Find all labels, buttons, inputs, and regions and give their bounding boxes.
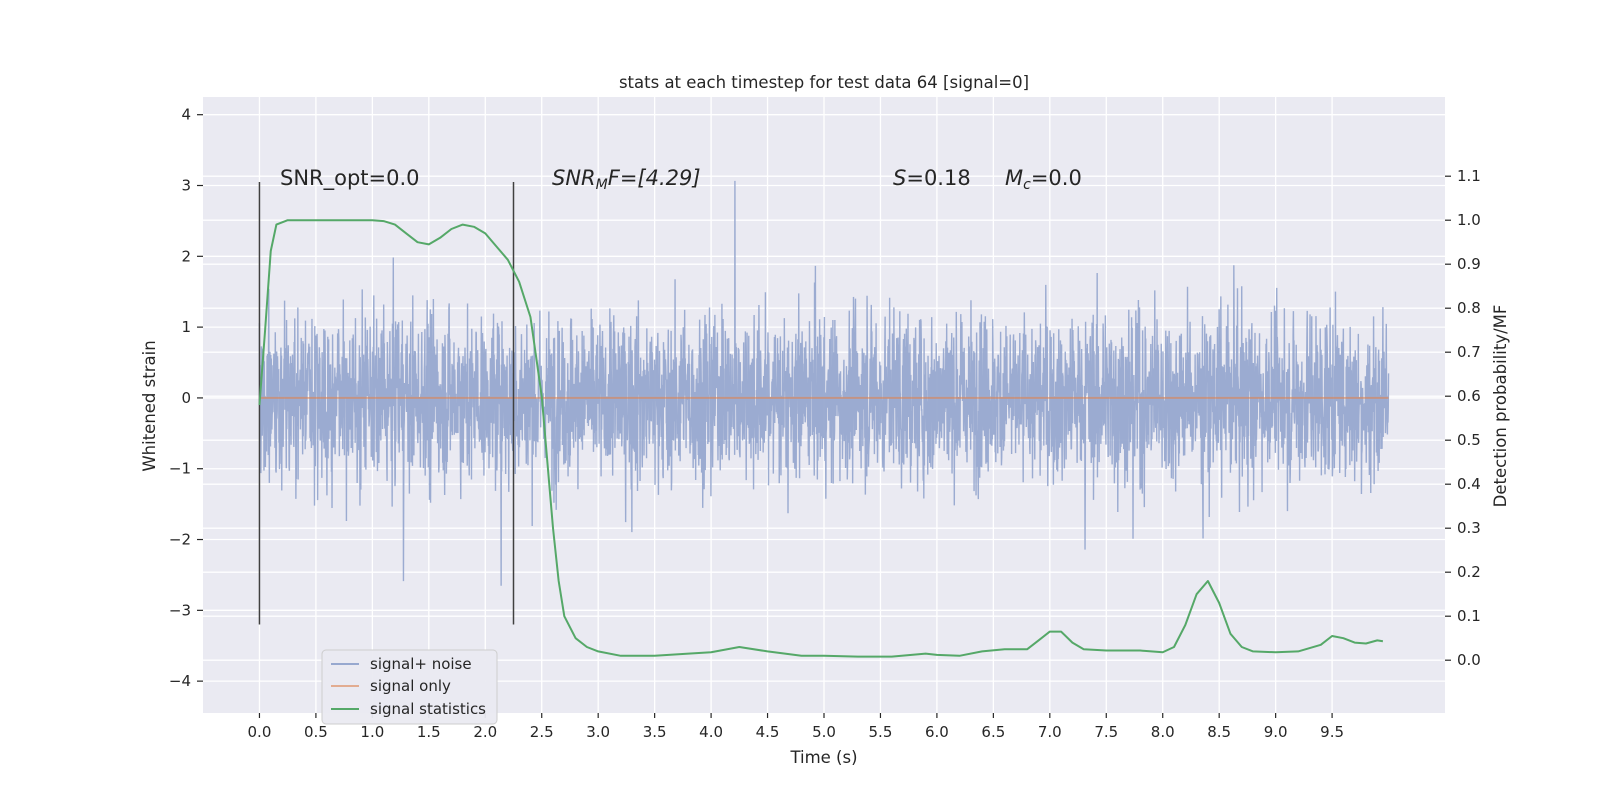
x-tick-label: 3.0: [586, 723, 610, 741]
x-tick-label: 5.0: [812, 723, 836, 741]
annotation-snr-mf-base: SNR: [552, 166, 596, 190]
annotation-snr-mf: SNRMF=[4.29]: [552, 166, 701, 193]
x-tick-label: 2.0: [473, 723, 497, 741]
y-tick-label: 2: [181, 247, 191, 265]
y2-tick-label: 0.5: [1457, 431, 1481, 449]
chart-title: stats at each timestep for test data 64 …: [619, 73, 1029, 92]
noise-trace: [258, 180, 1390, 586]
y2-tick-label: 0.7: [1457, 343, 1481, 361]
x-tick-label: 9.5: [1320, 723, 1344, 741]
annotation-mc-base: M: [1005, 166, 1023, 190]
x-axis-label: Time (s): [789, 748, 857, 767]
y2-tick-label: 0.2: [1457, 563, 1481, 581]
right-y-axis-ticks: 1.1 1.0 0.9 0.8 0.7 0.6 0.5 0.4 0.3 0.2 0.1 0.0: [1445, 167, 1481, 669]
annotation-s: S=0.18: [893, 166, 971, 190]
y2-tick-label: 1.0: [1457, 211, 1481, 229]
y2-tick-label: 0.1: [1457, 607, 1481, 625]
x-tick-label: 1.5: [417, 723, 441, 741]
left-y-axis-ticks: 4 3 2 1 0 −1 −2 −3 −4: [169, 106, 203, 690]
annotation-s-value: =0.18: [906, 166, 970, 190]
legend-label-noise: signal+ noise: [370, 655, 472, 673]
y2-tick-label: 0.6: [1457, 387, 1481, 405]
legend-label-statistics: signal statistics: [370, 700, 486, 718]
x-tick-label: 8.5: [1207, 723, 1231, 741]
right-y-axis-label: Detection probability/MF: [1491, 305, 1510, 508]
annotation-mc: Mc=0.0: [1005, 166, 1082, 193]
y-tick-label: −4: [169, 672, 191, 690]
x-tick-label: 4.0: [699, 723, 723, 741]
x-tick-label: 3.5: [643, 723, 667, 741]
annotation-snr-mf-rest: F=[4.29]: [608, 166, 701, 190]
y2-tick-label: 1.1: [1457, 167, 1481, 185]
x-tick-label: 0.5: [304, 723, 328, 741]
y-tick-label: 0: [181, 389, 191, 407]
x-tick-label: 7.5: [1094, 723, 1118, 741]
y2-tick-label: 0.8: [1457, 299, 1481, 317]
x-tick-label: 4.5: [756, 723, 780, 741]
x-tick-label: 2.5: [530, 723, 554, 741]
annotation-snr-opt: SNR_opt=0.0: [280, 166, 420, 191]
legend: signal+ noise signal only signal statist…: [321, 649, 498, 725]
y-tick-label: 4: [181, 106, 191, 124]
x-tick-label: 6.5: [981, 723, 1005, 741]
x-tick-label: 9.0: [1264, 723, 1288, 741]
statistics-line: [258, 219, 1384, 658]
legend-box: [321, 649, 498, 725]
x-tick-label: 6.0: [925, 723, 949, 741]
y2-tick-label: 0.3: [1457, 519, 1481, 537]
annotation-mc-sub: c: [1023, 177, 1031, 193]
y2-tick-label: 0.4: [1457, 475, 1481, 493]
annotation-s-symbol: S: [893, 166, 906, 190]
x-axis-ticks: 0.0 0.5 1.0 1.5 2.0 2.5 3.0 3.5 4.0 4.5 5.0 5.5 6.0 6…: [248, 713, 1344, 741]
y-tick-label: 3: [181, 177, 191, 195]
y-tick-label: −1: [169, 460, 191, 478]
annotation-mc-value: =0.0: [1031, 166, 1082, 190]
annotation-snr-mf-sub: M: [596, 177, 608, 193]
y-tick-label: −3: [169, 601, 191, 619]
x-tick-label: 0.0: [248, 723, 272, 741]
y-tick-label: 1: [181, 318, 191, 336]
x-tick-label: 1.0: [360, 723, 384, 741]
y2-tick-label: 0.9: [1457, 255, 1481, 273]
x-tick-label: 7.0: [1038, 723, 1062, 741]
signal-statistics-series: [258, 219, 1384, 658]
x-tick-label: 5.5: [869, 723, 893, 741]
x-tick-label: 8.0: [1151, 723, 1175, 741]
legend-label-signal-only: signal only: [370, 677, 451, 695]
y-tick-label: −2: [169, 531, 191, 549]
signal-plus-noise-series: [258, 180, 1390, 586]
y2-tick-label: 0.0: [1457, 651, 1481, 669]
y-axis-label: Whitened strain: [140, 340, 159, 471]
